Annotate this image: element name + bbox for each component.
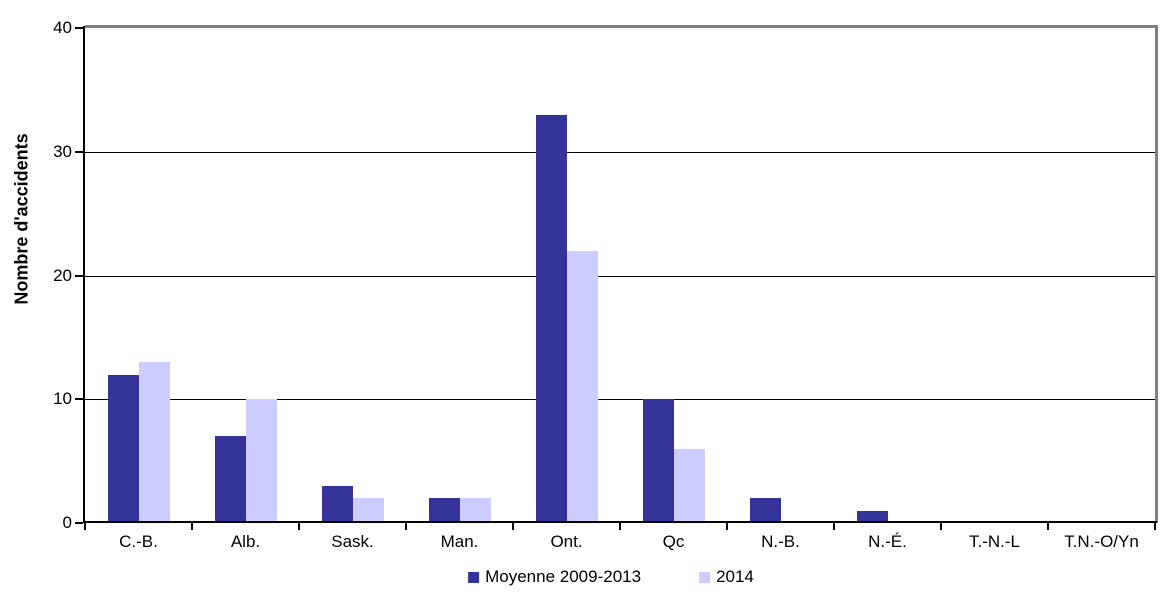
bar-series1-cat2 — [321, 485, 353, 523]
plot-border-top — [85, 25, 1158, 28]
legend-item-moyenne-2009-2013: Moyenne 2009-2013 — [468, 566, 641, 588]
bar-group-5 — [620, 28, 727, 523]
bar-series1-cat5 — [642, 399, 674, 523]
x-category-label-3: Man. — [440, 532, 479, 551]
bar-series1-cat6 — [749, 498, 781, 523]
bar-group-2 — [299, 28, 406, 523]
bar-group-0 — [85, 28, 192, 523]
x-tick-0 — [84, 523, 86, 530]
legend-swatch-moyenne-2009-2013 — [468, 571, 480, 583]
y-axis-line — [83, 26, 85, 523]
bar-series1-cat1 — [214, 436, 246, 523]
x-tick-9 — [1047, 523, 1049, 530]
x-category-label-1: Alb. — [230, 532, 261, 551]
y-tick-label-20: 20 — [53, 265, 72, 285]
y-tick-label-40: 40 — [53, 18, 72, 37]
bar-series1-cat7 — [856, 510, 888, 523]
x-category-label-2: Sask. — [331, 532, 374, 551]
x-tick-5 — [619, 523, 621, 530]
gridline-30 — [85, 151, 1155, 153]
x-category-label-9: T.N.-O/Yn — [1064, 532, 1139, 551]
legend-label-2014: 2014 — [716, 567, 754, 586]
bar-group-4 — [513, 28, 620, 523]
y-tick-label-30: 30 — [53, 141, 72, 161]
x-tick-2 — [298, 523, 300, 530]
bar-series2-cat0 — [138, 362, 170, 523]
bar-series1-cat0 — [107, 374, 139, 523]
x-tick-7 — [833, 523, 835, 530]
chart-legend: Moyenne 2009-2013 2014 — [468, 566, 754, 588]
x-category-label-0: C.-B. — [119, 532, 158, 551]
bar-series2-cat2 — [352, 498, 384, 523]
x-category-label-4: Ont. — [550, 532, 583, 551]
x-axis-line — [83, 521, 1157, 523]
x-category-label-8: T.-N.-L — [969, 532, 1020, 551]
y-tick-0 — [75, 522, 83, 524]
bar-series1-cat4 — [535, 114, 567, 523]
x-tick-1 — [191, 523, 193, 530]
legend-item-2014: 2014 — [699, 566, 754, 588]
y-tick-label-0: 0 — [62, 513, 72, 532]
x-tick-4 — [512, 523, 514, 530]
legend-label-moyenne-2009-2013: Moyenne 2009-2013 — [485, 567, 642, 586]
gridline-10 — [85, 399, 1155, 401]
gridline-20 — [85, 275, 1155, 277]
x-tick-6 — [726, 523, 728, 530]
y-tick-40 — [75, 27, 83, 29]
y-tick-label-10: 10 — [53, 389, 72, 409]
bar-group-3 — [406, 28, 513, 523]
x-tick-8 — [940, 523, 942, 530]
bar-series1-cat3 — [428, 498, 460, 523]
x-tick-10 — [1154, 523, 1156, 530]
bar-group-6 — [727, 28, 834, 523]
plot-area — [85, 28, 1155, 523]
bar-group-7 — [834, 28, 941, 523]
bar-group-1 — [192, 28, 299, 523]
bar-series2-cat3 — [459, 498, 491, 523]
plot-border-right — [1155, 25, 1158, 523]
y-tick-30 — [75, 150, 83, 153]
bar-series2-cat5 — [673, 448, 705, 523]
x-category-label-5: Qc — [662, 532, 685, 551]
y-tick-10 — [75, 398, 83, 401]
bar-group-8 — [941, 28, 1048, 523]
x-category-label-6: N.-B. — [761, 532, 800, 551]
x-tick-3 — [405, 523, 407, 530]
bar-series2-cat1 — [245, 399, 277, 523]
bar-series2-cat4 — [566, 250, 598, 523]
bar-group-9 — [1048, 28, 1155, 523]
y-tick-20 — [75, 274, 83, 277]
legend-swatch-2014 — [699, 571, 711, 583]
x-category-label-7: N.-É. — [868, 532, 907, 551]
